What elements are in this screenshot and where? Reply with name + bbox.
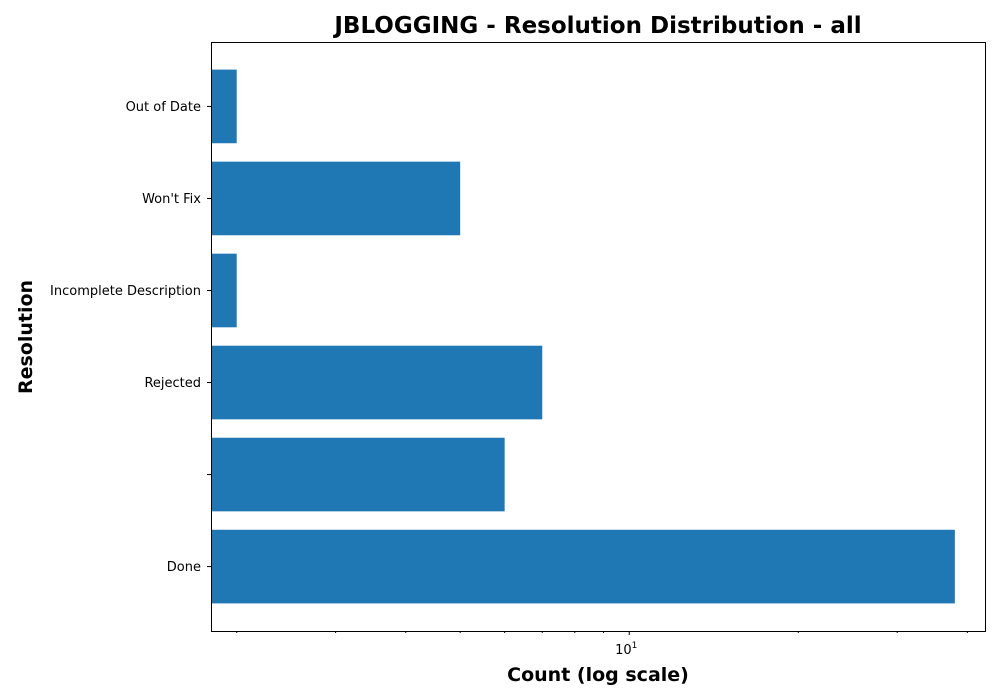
y-axis-ticks: Done Rejected Incomplete Description Won't … xyxy=(50,100,211,575)
x-tick-label-exponent: 1 xyxy=(632,641,638,651)
bar xyxy=(211,530,955,604)
y-tick-label: Incomplete Description xyxy=(50,284,201,299)
bar xyxy=(211,438,505,512)
x-axis-ticks: 101 xyxy=(237,631,968,658)
y-axis-label: Resolution xyxy=(15,280,37,394)
bar xyxy=(211,346,542,420)
bar xyxy=(211,254,237,328)
x-axis-label: Count (log scale) xyxy=(507,664,689,686)
x-tick-label: 101 xyxy=(615,641,637,658)
y-tick-label: Done xyxy=(167,560,201,575)
bars-group xyxy=(211,70,955,604)
y-tick-label: Out of Date xyxy=(126,100,201,115)
y-tick-label: Rejected xyxy=(144,376,201,391)
bar xyxy=(211,162,460,236)
chart-title: JBLOGGING - Resolution Distribution - al… xyxy=(332,13,861,39)
bar xyxy=(211,70,237,144)
x-tick-label-base: 10 xyxy=(615,643,632,658)
y-tick-label: Won't Fix xyxy=(142,192,201,207)
